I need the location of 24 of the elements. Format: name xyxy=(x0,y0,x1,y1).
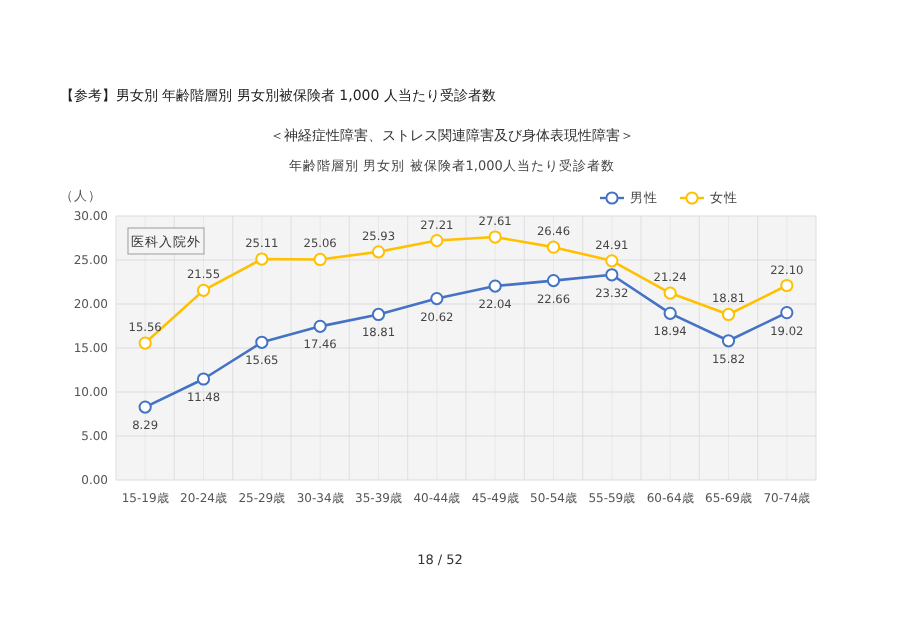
point xyxy=(721,334,736,348)
point xyxy=(663,306,677,320)
point xyxy=(430,291,444,306)
point xyxy=(313,319,327,333)
point xyxy=(138,400,152,414)
point xyxy=(430,233,444,248)
point xyxy=(371,245,386,259)
point xyxy=(313,252,327,267)
point xyxy=(780,278,794,293)
point xyxy=(546,273,561,288)
point xyxy=(605,254,619,268)
point xyxy=(605,268,619,282)
point xyxy=(488,230,502,244)
point xyxy=(721,307,736,322)
point xyxy=(196,372,211,386)
point xyxy=(138,336,152,350)
point xyxy=(196,283,211,297)
point xyxy=(255,252,269,266)
point xyxy=(371,307,386,322)
point xyxy=(546,240,561,254)
point xyxy=(780,306,794,320)
point xyxy=(255,335,269,349)
point xyxy=(663,286,677,300)
point xyxy=(488,279,502,293)
